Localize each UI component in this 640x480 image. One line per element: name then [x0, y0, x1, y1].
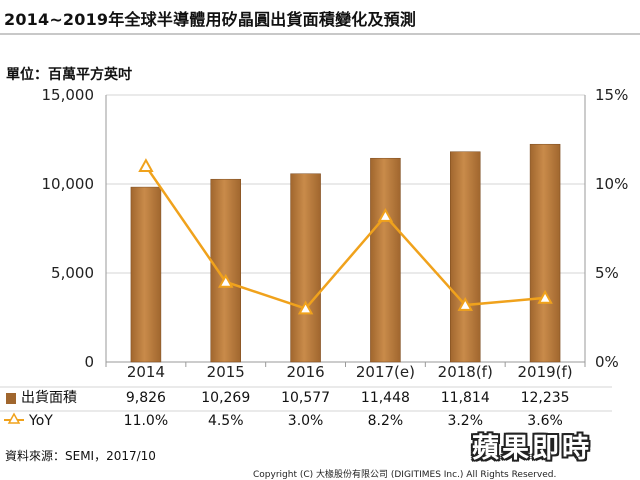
- y2-tick-label: 10%: [595, 175, 628, 193]
- bar: [370, 157, 401, 363]
- bar-value-label: 10,577: [281, 390, 330, 406]
- yoy-value-label: 3.2%: [447, 413, 483, 429]
- x-tick-label: 2019(f): [517, 363, 572, 381]
- bar: [529, 143, 561, 363]
- yoy-line: [144, 165, 546, 311]
- y-tick-label: 5,000: [51, 264, 94, 282]
- unit-label: 單位：百萬平方英吋: [6, 67, 132, 83]
- y-tick-label: 0: [84, 353, 94, 371]
- y-tick-label: 10,000: [42, 175, 95, 193]
- bar-legend-label: 出貨面積: [21, 389, 77, 406]
- yoy-value-label: 8.2%: [368, 413, 404, 429]
- yoy-value-label: 11.0%: [124, 413, 168, 429]
- copyright-note: Copyright (C) 大椽股份有限公司 (DIGITIMES Inc.) …: [253, 470, 557, 480]
- bar: [290, 173, 321, 363]
- chart-title: 2014~2019年全球半導體用矽晶圓出貨面積變化及預測: [4, 10, 417, 29]
- yoy-value-label: 3.0%: [288, 413, 324, 429]
- bar: [210, 178, 241, 363]
- yoy-legend-label: YoY: [28, 413, 53, 429]
- yoy-point: [138, 158, 154, 172]
- x-tick-label: 2017(e): [356, 363, 415, 381]
- x-tick-label: 2014: [127, 363, 165, 381]
- x-tick-label: 2018(f): [438, 363, 493, 381]
- yoy-point: [537, 289, 553, 304]
- bar-legend-swatch: [6, 393, 16, 404]
- yoy-value-label: 3.6%: [527, 413, 563, 429]
- y2-tick-label: 15%: [595, 86, 628, 104]
- source-note: 資料來源：SEMI，2017/10: [5, 449, 156, 463]
- yoy-point: [297, 300, 314, 315]
- bar-value-label: 9,826: [126, 390, 166, 406]
- yoy-point: [377, 207, 394, 222]
- apple-daily-logo: 蘋果即時: [472, 433, 592, 464]
- title-divider: [0, 33, 640, 35]
- yoy-legend-marker: [7, 412, 21, 424]
- bar-value-label: 10,269: [201, 390, 250, 406]
- x-tick-label: 2015: [207, 363, 245, 381]
- y-tick-label: 15,000: [42, 86, 95, 104]
- yoy-point: [457, 296, 473, 311]
- bar-value-label: 12,235: [521, 390, 570, 406]
- yoy-point: [218, 273, 234, 288]
- x-tick-label: 2016: [286, 363, 324, 381]
- bar-value-label: 11,814: [441, 390, 490, 406]
- bar: [450, 151, 481, 363]
- y2-tick-label: 5%: [595, 264, 619, 282]
- y2-tick-label: 0%: [595, 353, 619, 371]
- bar-value-label: 11,448: [361, 390, 410, 406]
- bar: [130, 186, 162, 363]
- yoy-value-label: 4.5%: [208, 413, 244, 429]
